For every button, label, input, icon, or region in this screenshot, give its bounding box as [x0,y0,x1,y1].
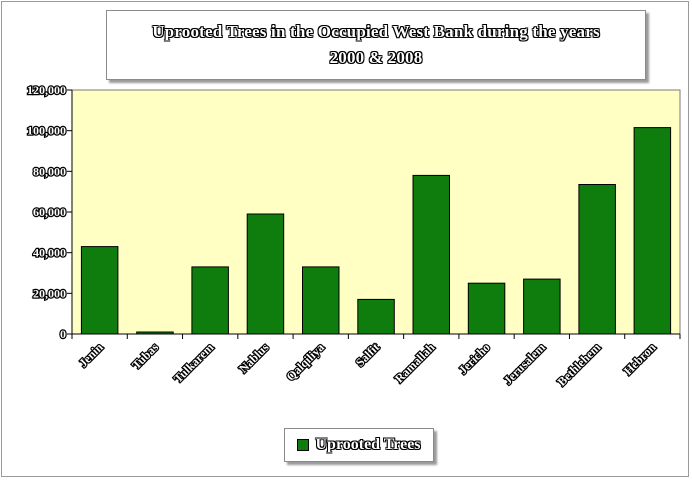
bar-salfit [357,298,395,335]
bar-nablus [246,213,285,335]
x-tick-label: Ramallah [392,340,437,385]
chart-title-line-1: Uprooted Trees in the Occupied West Bank… [152,22,600,41]
x-tick-label: Hebron [621,340,659,378]
x-tick-label: Jerusalem [501,340,548,387]
bar-bethlehem [578,184,616,335]
y-tick-label: 0 [60,327,66,341]
bar-jerusalem [523,278,561,335]
legend-label: Uprooted Trees [315,436,421,453]
bar-tulkarem [191,266,229,335]
bar-qalqiliya [302,266,340,335]
y-tick-label: 80,000 [33,164,66,178]
y-axis: 0 20,000 40,000 60,000 80,000 100,000 120,000 [26,82,73,342]
bar-jenin [80,246,119,335]
x-tick-label: Tulkarem [171,340,216,385]
bar-jericho [467,282,506,335]
x-tick-label: Tubas [129,340,161,372]
x-tick-label: Qalqiliya [283,340,326,383]
y-tick-label: 60,000 [33,205,66,219]
x-tick-label: Nablus [236,340,272,376]
legend-swatch [297,439,310,451]
y-tick-label: 40,000 [33,246,66,260]
chart-title-line-2: 2000 & 2008 [329,48,423,67]
x-tick-label: Salfit [353,340,382,369]
y-tick-label: 120,000 [27,83,66,97]
legend: Uprooted Trees [284,428,434,462]
x-tick-label: Bethlehem [555,340,604,389]
x-axis: Jenin Tubas Tulkarem Nablus Qalqiliya Salfit R… [71,333,681,390]
chart-title-box: Uprooted Trees in the Occupied West Bank… [106,10,646,80]
y-tick-label: 100,000 [27,124,66,138]
y-tick-label: 20,000 [33,286,66,300]
x-tick-label: Jenin [76,340,106,370]
x-tick-label: Jericho [456,340,493,377]
bar-ramallah [412,174,450,335]
bar-hebron [633,127,672,335]
